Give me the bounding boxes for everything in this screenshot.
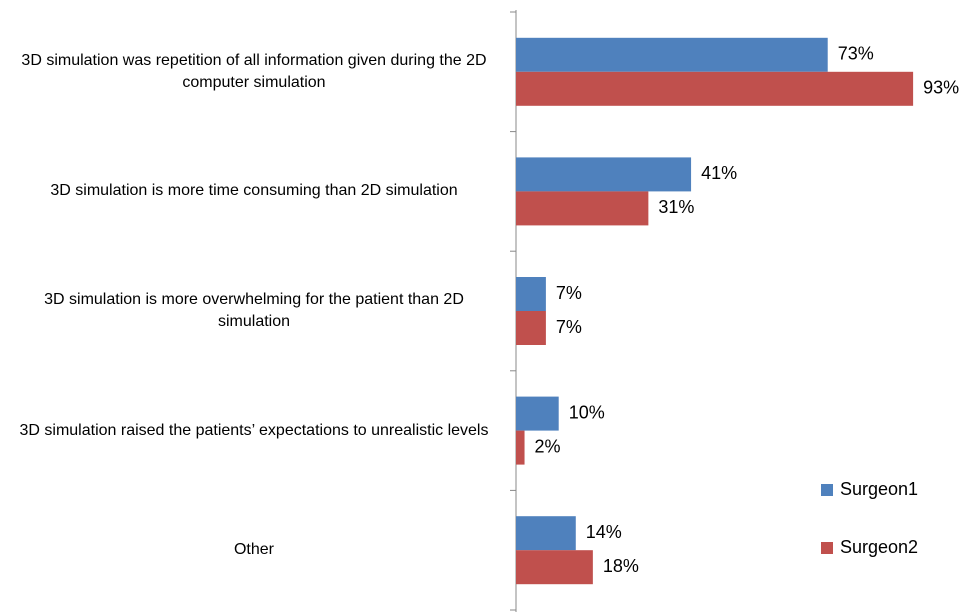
bar — [516, 157, 692, 192]
value-label: 31% — [658, 197, 694, 217]
value-label: 18% — [603, 556, 639, 576]
legend-swatch — [821, 484, 833, 496]
value-label: 7% — [556, 283, 582, 303]
value-label: 14% — [586, 522, 622, 542]
value-label: 41% — [701, 163, 737, 183]
legend-label: Surgeon2 — [840, 537, 918, 557]
category-label: 3D simulation raised the patients’ expec… — [19, 421, 489, 439]
value-label: 93% — [923, 78, 959, 98]
bar — [516, 430, 525, 465]
category-label: 3D simulation was repetition of all info… — [21, 51, 487, 91]
category-label: Other — [233, 541, 274, 559]
bar — [516, 396, 559, 431]
value-label: 7% — [556, 317, 582, 337]
bar — [516, 277, 546, 311]
value-label: 10% — [569, 402, 605, 422]
bar — [516, 311, 546, 345]
legend-swatch — [821, 542, 833, 554]
bar — [516, 71, 914, 106]
value-label: 2% — [535, 436, 561, 456]
bar — [516, 191, 649, 226]
category-label: 3D simulation is more overwhelming for t… — [44, 291, 464, 330]
category-label: 3D simulation is more time consuming tha… — [50, 182, 458, 200]
bar — [516, 550, 593, 585]
bar — [516, 516, 576, 551]
bar — [516, 37, 828, 72]
value-label: 73% — [838, 44, 874, 64]
legend-label: Surgeon1 — [840, 479, 918, 499]
